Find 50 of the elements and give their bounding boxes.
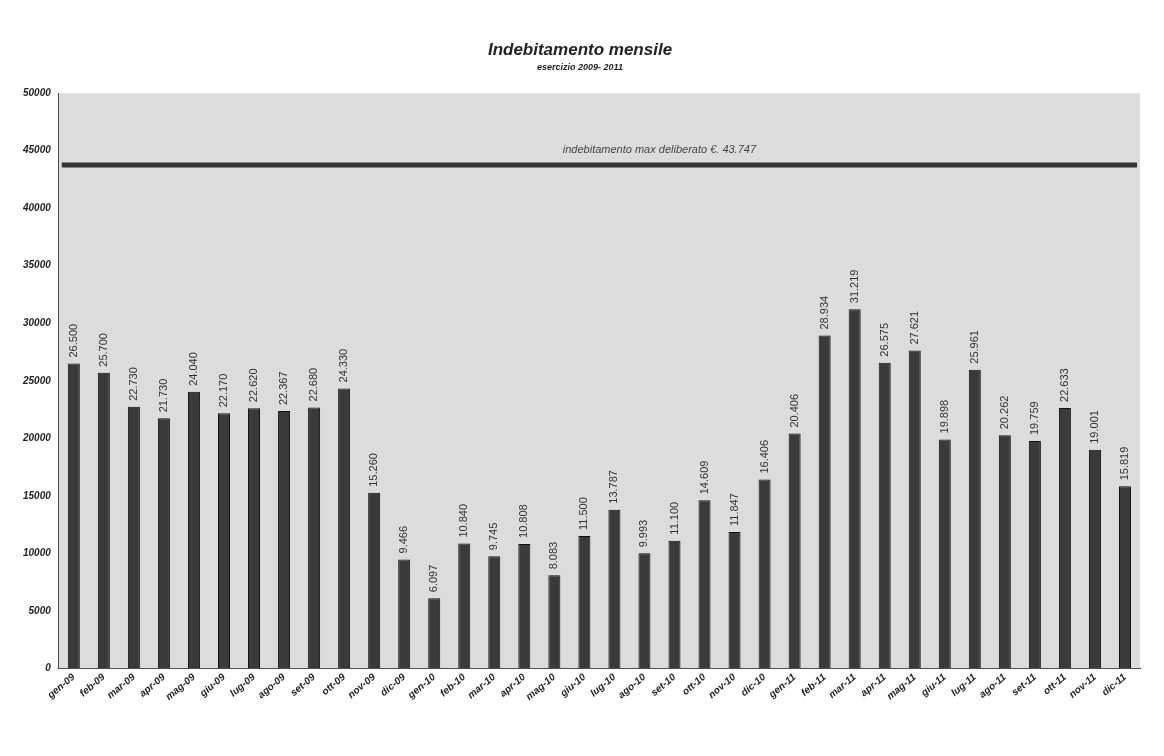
data-label: 10.808 xyxy=(517,504,530,538)
data-label: 14.609 xyxy=(697,460,710,495)
data-label: 19.898 xyxy=(937,399,950,434)
data-label: 28.934 xyxy=(817,295,830,330)
data-label: 19.001 xyxy=(1087,410,1100,444)
data-label: 15.260 xyxy=(367,453,380,487)
ref-line-label: indebitamento max deliberato €. 43.747 xyxy=(562,143,757,156)
data-label: 22.620 xyxy=(247,368,260,403)
data-label: 11.500 xyxy=(577,497,590,531)
data-label: 22.367 xyxy=(277,371,290,406)
y-tick-label: 30000 xyxy=(23,316,52,328)
y-tick-label: 40000 xyxy=(22,201,52,213)
data-label: 11.100 xyxy=(667,501,680,535)
data-label: 6.097 xyxy=(427,564,440,593)
data-label: 15.819 xyxy=(1118,446,1131,481)
data-label: 26.575 xyxy=(877,322,890,357)
data-label: 8.083 xyxy=(547,541,560,570)
chart-subtitle: esercizio 2009- 2011 xyxy=(537,62,623,73)
y-tick-label: 5000 xyxy=(28,604,52,616)
data-label: 22.633 xyxy=(1057,368,1070,402)
y-tick-label: 15000 xyxy=(23,489,52,501)
data-label: 9.466 xyxy=(397,525,410,554)
data-label: 25.700 xyxy=(96,333,109,367)
data-label: 13.787 xyxy=(607,470,620,504)
data-label: 22.680 xyxy=(307,367,320,402)
data-label: 16.406 xyxy=(757,439,770,474)
data-label: 9.745 xyxy=(487,522,500,551)
y-tick-label: 25000 xyxy=(22,374,52,386)
data-label: 19.759 xyxy=(1027,401,1040,436)
data-label: 20.262 xyxy=(997,395,1010,430)
data-label: 25.961 xyxy=(967,330,980,364)
data-label: 31.219 xyxy=(847,269,860,304)
data-label: 22.170 xyxy=(217,373,230,408)
data-label: 20.406 xyxy=(787,393,800,428)
data-label: 22.730 xyxy=(126,367,139,401)
data-label: 21.730 xyxy=(156,378,169,413)
data-label: 24.040 xyxy=(186,352,199,386)
data-label: 26.500 xyxy=(66,323,79,358)
data-label: 24.330 xyxy=(337,348,350,383)
y-tick-label: 50000 xyxy=(23,86,52,98)
data-label: 27.621 xyxy=(907,310,920,345)
data-label: 10.840 xyxy=(457,503,470,538)
data-label: 9.993 xyxy=(637,519,650,548)
y-tick-label: 35000 xyxy=(23,259,52,271)
chart-title: Indebitamento mensile xyxy=(487,39,673,59)
y-tick-label: 45000 xyxy=(22,144,52,156)
data-label: 11.847 xyxy=(727,493,740,527)
y-tick-label: 20000 xyxy=(22,432,52,444)
y-tick-label: 0 xyxy=(45,662,52,674)
y-tick-label: 10000 xyxy=(23,547,52,559)
